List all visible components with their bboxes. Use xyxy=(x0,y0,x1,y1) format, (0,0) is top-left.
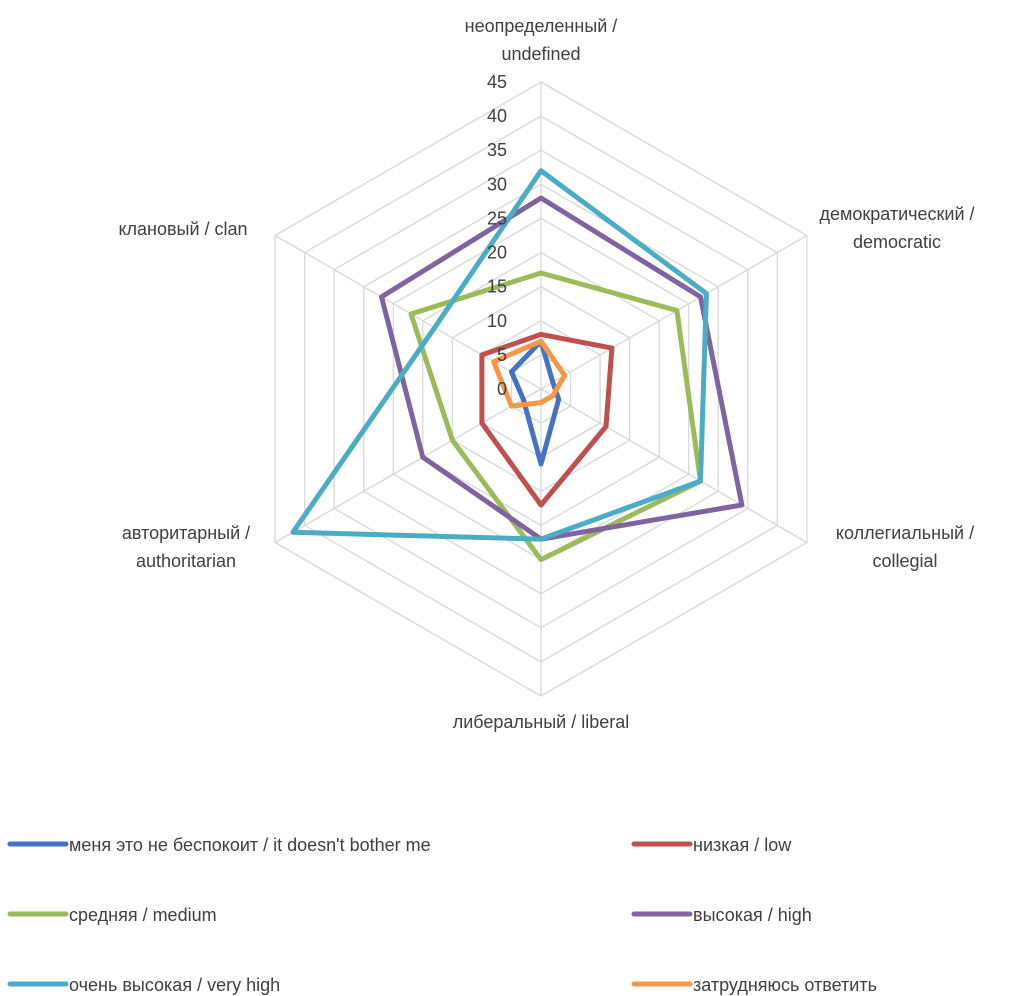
tick-label-10: 10 xyxy=(487,311,507,331)
category-label-1-1: democratic xyxy=(853,232,941,252)
category-label-4-1: authoritarian xyxy=(136,551,236,571)
category-label-1-0: демократический / xyxy=(819,204,974,224)
category-label-5-0: клановый / clan xyxy=(118,219,247,239)
radar-spokes xyxy=(274,82,808,696)
legend-label-4: очень высокая / very high xyxy=(69,975,280,995)
series-line-4 xyxy=(290,168,709,542)
legend-label-1: низкая / low xyxy=(693,835,792,855)
legend-label-0: меня это не беспокоит / it doesn't bothe… xyxy=(69,835,431,855)
series-line-2 xyxy=(408,270,703,563)
tick-label-15: 15 xyxy=(487,277,507,297)
tick-label-20: 20 xyxy=(487,243,507,263)
legend-label-2: средняя / medium xyxy=(69,905,217,925)
spoke-4 xyxy=(274,388,542,544)
legend-label-5: затрудняюсь ответить xyxy=(693,975,877,995)
category-label-2-1: collegial xyxy=(872,551,937,571)
category-label-0-0: неопределенный / xyxy=(465,16,618,36)
tick-labels: 0 5 10 15 20 25 30 35 40 45 xyxy=(487,72,507,399)
category-label-2-0: коллегиальный / xyxy=(836,523,974,543)
tick-label-30: 30 xyxy=(487,174,507,194)
tick-label-40: 40 xyxy=(487,106,507,126)
legend: меня это не беспокоит / it doesn't bothe… xyxy=(7,835,877,995)
tick-label-5: 5 xyxy=(497,345,507,365)
series-line-0 xyxy=(509,338,562,467)
spoke-2 xyxy=(540,388,808,544)
category-label-3-0: либеральный / liberal xyxy=(453,712,630,732)
category-label-0-1: undefined xyxy=(501,44,580,64)
tick-label-0: 0 xyxy=(497,379,507,399)
series-line-1 xyxy=(479,331,615,508)
category-label-4-0: авторитарный / xyxy=(122,523,250,543)
tick-label-45: 45 xyxy=(487,72,507,92)
series-layer xyxy=(290,168,745,563)
tick-label-35: 35 xyxy=(487,140,507,160)
category-labels: неопределенный / undefined демократический… xyxy=(118,16,974,732)
legend-label-3: высокая / high xyxy=(693,905,812,925)
series-line-5 xyxy=(491,338,568,409)
tick-label-25: 25 xyxy=(487,208,507,228)
